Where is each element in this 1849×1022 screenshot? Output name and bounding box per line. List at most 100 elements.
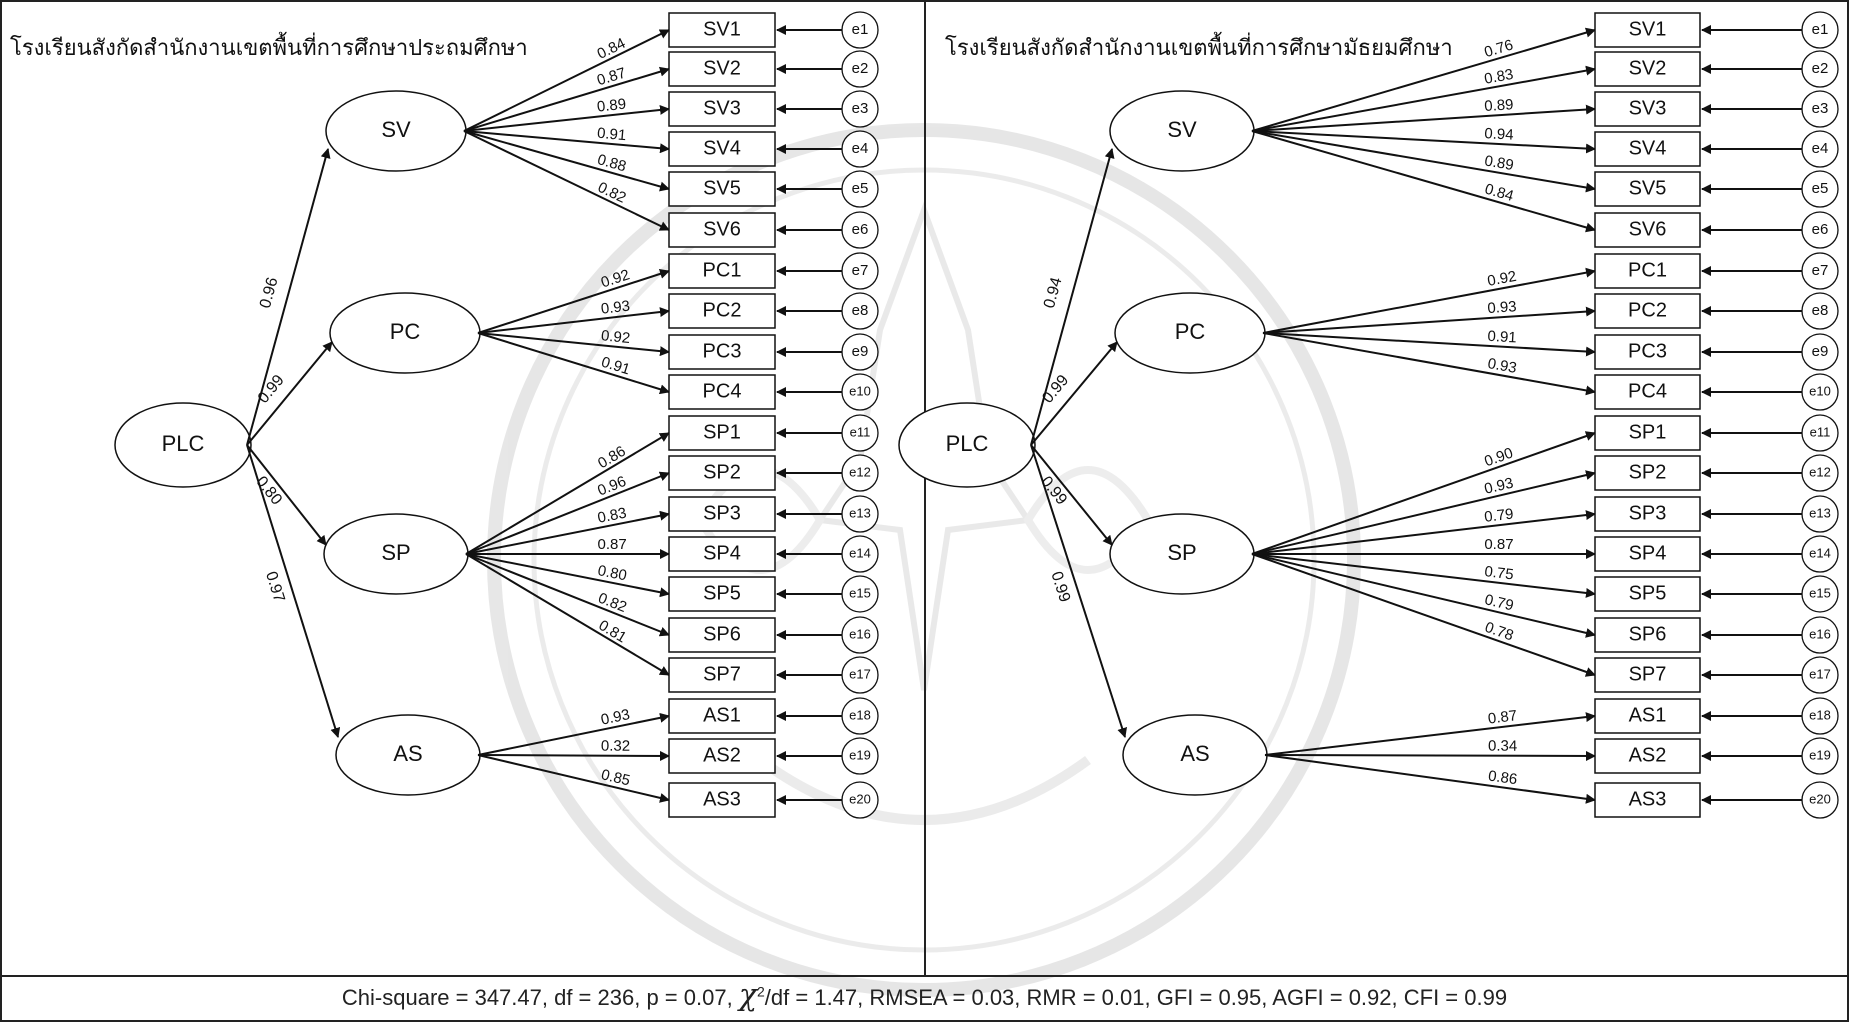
indicator-label: SV3 (1629, 97, 1667, 119)
indicator-path-arrow (1251, 431, 1596, 555)
factor-label: SP (1167, 540, 1196, 565)
indicator-box (1594, 253, 1701, 289)
indicator-box (668, 738, 776, 774)
indicator-box (1594, 657, 1701, 693)
indicator-box (668, 212, 776, 248)
indicator-box (668, 91, 776, 127)
indicator-box (668, 536, 776, 572)
fit-chi-square: Chi-square = 347.47, df = 236, p = 0.07, (341, 985, 733, 1010)
error-label: e15 (849, 585, 871, 600)
indicator-box (668, 698, 776, 734)
indicator-loading-label: 0.76 (1482, 36, 1515, 61)
indicator-path-arrow (1264, 750, 1596, 761)
error-label: e7 (852, 262, 869, 279)
factor-label: AS (1180, 741, 1209, 766)
indicator-label: SV4 (1629, 137, 1667, 159)
indicator-box (1594, 617, 1701, 653)
indicator-label: SV4 (703, 137, 741, 159)
indicator-label: SP3 (1629, 502, 1667, 524)
indicator-label: PC4 (703, 380, 742, 402)
error-label: e19 (849, 747, 871, 762)
indicator-path-arrow (1251, 27, 1596, 132)
indicator-box (668, 496, 776, 532)
indicator-path-arrow (463, 130, 670, 231)
indicator-path-arrow (1262, 306, 1596, 334)
factor-loading-label: 0.97 (262, 570, 288, 605)
indicator-box (1594, 374, 1701, 410)
indicator-path-arrow (463, 104, 670, 132)
factor-loading-label: 0.94 (1041, 276, 1066, 311)
error-label: e18 (849, 707, 871, 722)
indicator-label: PC3 (1628, 340, 1667, 362)
error-label: e14 (849, 545, 871, 560)
indicator-path-arrow (477, 269, 670, 334)
error-label: e3 (1812, 100, 1829, 117)
indicator-label: PC4 (1628, 380, 1667, 402)
error-label: e14 (1809, 545, 1831, 560)
indicator-path-arrow (477, 332, 670, 357)
indicator-path-arrow (1251, 470, 1596, 555)
error-label: e18 (1809, 707, 1831, 722)
indicator-path-arrow (1262, 332, 1596, 357)
indicator-box (1594, 171, 1701, 207)
indicator-path-arrow (465, 432, 670, 555)
indicator-box (1594, 415, 1701, 451)
indicator-path-arrow (465, 553, 670, 598)
error-label: e13 (1809, 505, 1831, 520)
indicator-path-arrow (1251, 553, 1596, 598)
error-label: e20 (1809, 791, 1831, 806)
indicator-box (668, 253, 776, 289)
indicator-box (1594, 334, 1701, 370)
indicator-label: SP6 (703, 623, 741, 645)
indicator-loading-label: 0.78 (1483, 619, 1516, 645)
fit-chi-ratio-sup: 2 (757, 983, 765, 1000)
factor-path-arrow (1030, 148, 1115, 446)
indicator-label: SP5 (1629, 582, 1667, 604)
indicator-label: SV3 (703, 97, 741, 119)
indicator-loading-label: 0.87 (595, 64, 628, 89)
error-label: e10 (849, 383, 871, 398)
indicator-box (668, 334, 776, 370)
indicator-loading-label: 0.80 (596, 562, 628, 584)
indicator-box (1594, 576, 1701, 612)
fit-statistics: Chi-square = 347.47, df = 236, p = 0.07,… (0, 978, 1849, 1013)
indicator-box (1594, 496, 1701, 532)
indicator-label: SP7 (1629, 663, 1667, 685)
indicator-box (1594, 293, 1701, 329)
indicator-label: PC2 (1628, 299, 1667, 321)
indicator-box (668, 51, 776, 87)
indicator-loading-label: 0.92 (600, 327, 631, 347)
indicator-loading-label: 0.91 (596, 125, 627, 144)
indicator-path-arrow (1251, 510, 1596, 555)
indicator-box (1594, 131, 1701, 167)
factor-loading-label: 0.96 (257, 276, 282, 311)
error-label: e19 (1809, 747, 1831, 762)
indicator-path-arrow (1251, 130, 1596, 193)
indicator-label: SP3 (703, 502, 741, 524)
error-label: e9 (1812, 343, 1829, 360)
panel-title-primary: โรงเรียนสังกัดสำนักงานเขตพื้นที่การศึกษา… (10, 36, 528, 61)
indicator-label: SP2 (703, 461, 741, 483)
error-label: e15 (1809, 585, 1831, 600)
indicator-label: PC2 (703, 299, 742, 321)
error-label: e17 (849, 666, 871, 681)
error-label: e8 (852, 302, 869, 319)
factor-label: AS (393, 741, 422, 766)
indicator-label: PC1 (703, 259, 742, 281)
error-label: e5 (1812, 180, 1829, 197)
indicator-loading-label: 0.83 (1483, 66, 1515, 88)
error-label: e5 (852, 180, 869, 197)
indicator-box (668, 171, 776, 207)
indicator-label: PC1 (1628, 259, 1667, 281)
indicator-box (1594, 91, 1701, 127)
error-label: e4 (1812, 140, 1829, 157)
indicator-label: AS2 (1629, 744, 1667, 766)
indicator-loading-label: 0.85 (599, 766, 631, 789)
indicator-label: PC3 (703, 340, 742, 362)
indicator-box (668, 657, 776, 693)
indicator-loading-label: 0.91 (1487, 328, 1517, 347)
indicator-path-arrow (465, 471, 670, 555)
indicator-label: SV6 (703, 218, 741, 240)
indicator-loading-label: 0.32 (601, 738, 630, 755)
indicator-loading-label: 0.93 (600, 298, 631, 318)
